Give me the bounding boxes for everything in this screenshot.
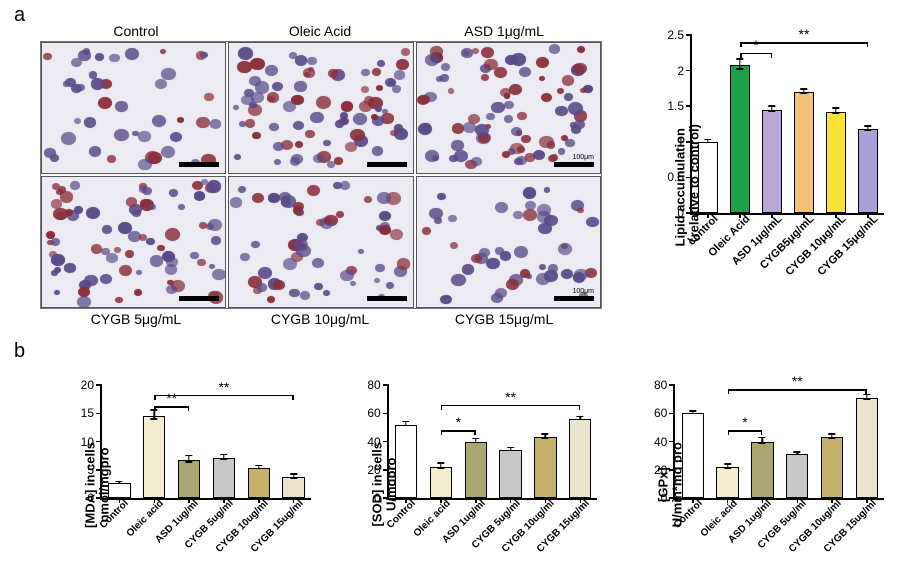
micro-grid: 100μm100μm (40, 41, 602, 309)
bar (794, 92, 814, 213)
bar (682, 413, 704, 498)
bar (178, 460, 200, 498)
bar (108, 483, 130, 498)
bar (143, 416, 165, 498)
bar (856, 398, 878, 498)
lipid-accumulation-chart: Lipid accumulation （relative to control)… (630, 25, 890, 315)
gpx-chart: [GPx] U/min*mg pro020406080ControlOleic … (613, 375, 890, 570)
panel-b-row: [MDA] in cells nmol/mgpro05101520Control… (40, 375, 890, 570)
panel-b-label: b (14, 340, 25, 363)
bar (698, 142, 718, 213)
bar (730, 65, 750, 213)
bar (213, 458, 235, 498)
bar (858, 129, 878, 213)
micro-image (228, 42, 413, 174)
bar (762, 110, 782, 213)
micro-label: Oleic Acid (228, 23, 412, 39)
microscopy-panel: Control Oleic Acid ASD 1μg/mL 100μm100μm… (40, 23, 600, 327)
bar (534, 437, 556, 498)
micro-image (41, 42, 226, 174)
micro-label: CYGB 10μg/mL (228, 311, 412, 327)
bar (716, 467, 738, 498)
sod-chart: [SOD] in cells U/mgpro020406080ControlOl… (327, 375, 604, 570)
bar (282, 477, 304, 498)
micro-top-labels: Control Oleic Acid ASD 1μg/mL (44, 23, 596, 39)
bar (751, 442, 773, 499)
panel-a-label: a (14, 4, 25, 27)
bar (821, 437, 843, 498)
micro-label: CYGB 5μg/mL (44, 311, 228, 327)
bar (499, 450, 521, 498)
micro-image (41, 176, 226, 308)
micro-image (228, 176, 413, 308)
bar (395, 425, 417, 498)
bar (248, 468, 270, 498)
bar (465, 442, 487, 499)
micro-image: 100μm (416, 42, 601, 174)
micro-image: 100μm (416, 176, 601, 308)
figure-root: { "panel_labels": {"a":"a","b":"b"}, "mi… (0, 0, 910, 587)
micro-label: Control (44, 23, 228, 39)
bar (826, 112, 846, 213)
micro-label: ASD 1μg/mL (412, 23, 596, 39)
micro-label: CYGB 15μg/mL (412, 311, 596, 327)
micro-bottom-labels: CYGB 5μg/mL CYGB 10μg/mL CYGB 15μg/mL (44, 311, 596, 327)
bar (430, 467, 452, 498)
bar (786, 454, 808, 498)
mda-chart: [MDA] in cells nmol/mgpro05101520Control… (40, 375, 317, 570)
bar (569, 419, 591, 498)
